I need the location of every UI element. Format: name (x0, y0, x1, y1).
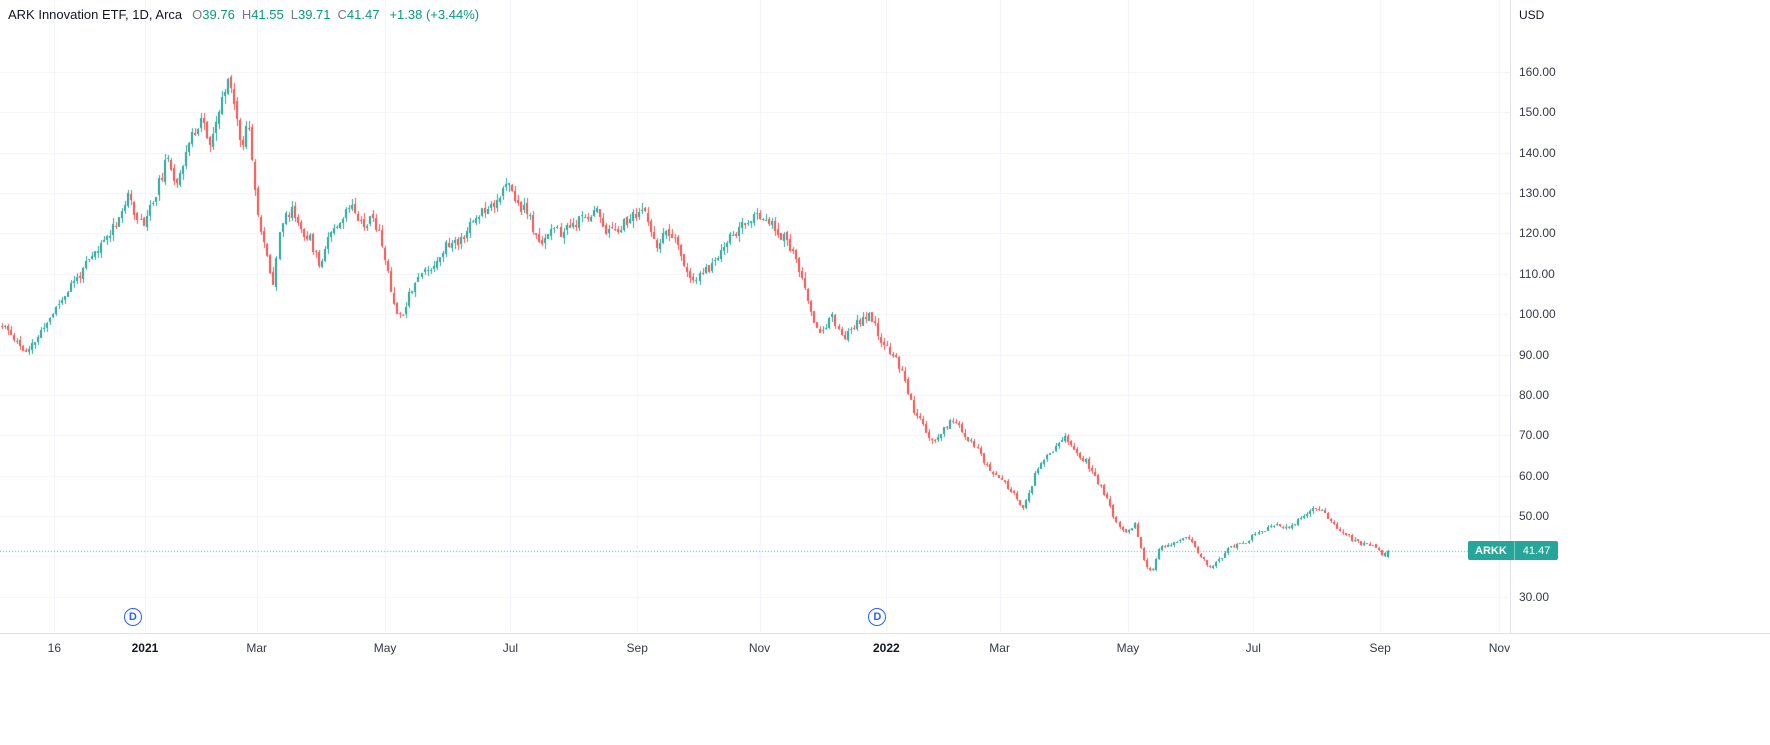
candlestick-canvas[interactable] (0, 0, 1510, 632)
ohlc-letter: C (337, 7, 347, 22)
ohlc-letter: H (241, 7, 252, 22)
price-tick-label: 160.00 (1519, 64, 1556, 79)
ohlc-letter: O (192, 7, 203, 22)
price-tick-label: 130.00 (1519, 186, 1556, 201)
dividend-marker[interactable]: D (123, 608, 142, 626)
time-tick-label: May (1116, 641, 1140, 655)
time-tick-label: Jul (1245, 641, 1261, 655)
ohlc-item: L 39.71 (291, 7, 331, 22)
time-axis[interactable]: 16 2021 Mar May Jul Sep Nov 2022 Mar May Jul Sep Nov (0, 633, 1770, 661)
badge-price-label: 41.47 (1514, 541, 1559, 560)
price-tick-label: 60.00 (1519, 468, 1550, 483)
ohlc-item: C 41.47 (338, 7, 380, 22)
legend-change: +1.38 (+3.44%) (389, 7, 480, 22)
price-tick-label: 90.00 (1519, 347, 1550, 362)
time-tick-label: 2022 (873, 641, 900, 655)
ohlc-value: 39.71 (297, 7, 331, 22)
symbol-title[interactable]: ARK Innovation ETF, 1D, Arca (8, 7, 183, 22)
time-tick-label: Sep (1369, 641, 1391, 655)
time-tick-label: Jul (502, 641, 519, 655)
price-tick-label: 150.00 (1519, 105, 1556, 120)
price-axis[interactable]: USD 160.00 150.00 140.00 130.00 120.00 110.00… (1510, 0, 1770, 633)
price-tick-label: 140.00 (1519, 145, 1556, 160)
price-tick-label: 80.00 (1519, 387, 1550, 402)
price-tick-label: 100.00 (1519, 307, 1556, 322)
price-tick-label: 110.00 (1519, 266, 1555, 281)
legend-ohlc: O 39.76 H 41.55 L 39.71 C 41.47 (192, 7, 379, 22)
ohlc-value: 39.76 (202, 7, 235, 22)
ohlc-item: O 39.76 (192, 7, 235, 22)
dividend-marker[interactable]: D (868, 608, 887, 626)
price-tick-label: 70.00 (1519, 428, 1550, 443)
price-tick-label: 120.00 (1519, 226, 1556, 241)
time-tick-label: May (373, 641, 397, 655)
currency-label[interactable]: USD (1519, 8, 1545, 22)
price-tick-label: 50.00 (1519, 509, 1550, 524)
legend: ARK Innovation ETF, 1D, Arca O 39.76 H 41.5… (8, 7, 479, 22)
symbol-price-badge: ARKK 41.47 (1468, 541, 1559, 560)
time-tick-label: Mar (989, 641, 1010, 655)
time-tick-label: Mar (246, 641, 268, 655)
time-tick-label: Nov (748, 641, 771, 655)
time-tick-label: Sep (626, 641, 648, 655)
ohlc-letter: L (290, 7, 298, 22)
ohlc-item: H 41.55 (242, 7, 284, 22)
time-tick-label: Nov (1488, 641, 1511, 655)
price-tick-label: 30.00 (1519, 589, 1550, 604)
ohlc-value: 41.47 (346, 7, 380, 22)
badge-symbol-label: ARKK (1468, 541, 1515, 560)
time-tick-label: 2021 (131, 641, 159, 655)
ohlc-value: 41.55 (251, 7, 284, 22)
time-tick-label: 16 (47, 641, 62, 655)
